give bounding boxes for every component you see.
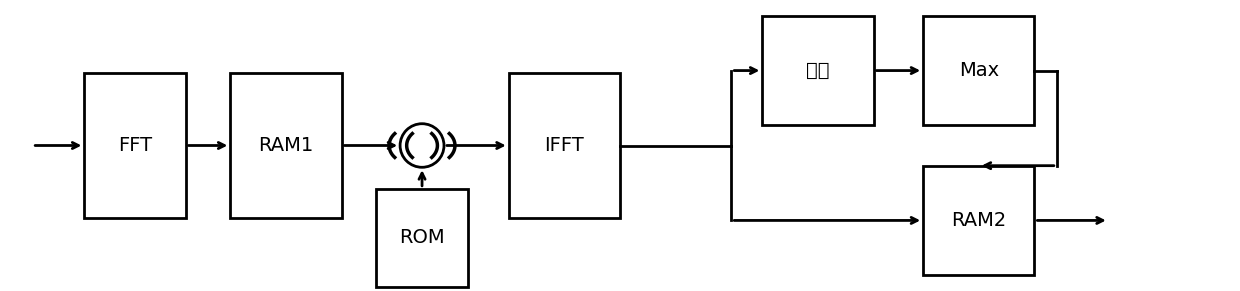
Text: 取模: 取模: [806, 61, 830, 80]
Text: ROM: ROM: [399, 228, 445, 247]
FancyBboxPatch shape: [763, 16, 874, 125]
Text: RAM1: RAM1: [258, 136, 314, 155]
FancyBboxPatch shape: [376, 189, 469, 287]
Ellipse shape: [401, 124, 444, 167]
FancyBboxPatch shape: [231, 73, 342, 218]
FancyBboxPatch shape: [923, 16, 1034, 125]
Text: FFT: FFT: [118, 136, 153, 155]
Text: Max: Max: [959, 61, 999, 80]
FancyBboxPatch shape: [923, 166, 1034, 275]
FancyBboxPatch shape: [508, 73, 620, 218]
Text: RAM2: RAM2: [951, 211, 1007, 230]
Text: IFFT: IFFT: [544, 136, 584, 155]
FancyBboxPatch shape: [84, 73, 186, 218]
